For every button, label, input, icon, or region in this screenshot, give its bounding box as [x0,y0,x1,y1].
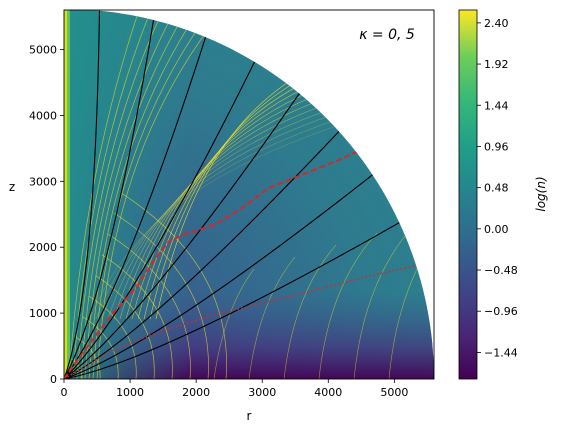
annotation-label: κ = 0, 5 [359,27,415,43]
density-contour [107,233,191,379]
density-contour [101,104,363,320]
x-tick-label: 1000 [116,386,144,399]
field-line [64,222,400,379]
colorbar-tick-label: 1.92 [484,58,509,71]
colorbar-tick-label: 0.96 [484,140,509,153]
x-tick-label: 4000 [314,386,342,399]
field-line [64,131,340,379]
colorbar-tick-label: −0.48 [484,264,518,277]
y-tick-label: 5000 [29,44,57,57]
colorbar-tick-label: 2.40 [484,17,509,30]
density-contour [283,244,337,379]
field-line [64,61,256,379]
colorbar-tick-label: −1.44 [484,346,518,359]
x-tick-label: 5000 [380,386,408,399]
density-contour [95,112,357,320]
x-axis-label: r [247,409,252,423]
y-tick-label: 2000 [29,241,57,254]
field-line [64,36,207,379]
field-line [64,174,373,379]
density-contour [70,358,83,379]
density-contour [89,295,137,379]
density-contour [68,10,140,379]
plot-frame [63,9,435,380]
density-contour [213,268,255,379]
colorbar-tick-label: 0.48 [484,182,509,195]
density-contour [84,10,188,379]
x-tick-label: 0 [61,386,68,399]
field-lines [64,10,400,379]
x-axis: 0 1000 2000 3000 4000 5000 [61,379,408,399]
colorbar-ticks: −1.44 −0.96 −0.48 0.00 0.48 0.96 1.44 1.92 2.40 [477,17,518,359]
density-contour [82,316,119,379]
y-tick-label: 4000 [29,109,57,122]
colorbar: −1.44−0.96−0.480.000.480.961.441.922.40 … [458,9,548,380]
field-line [64,10,101,379]
x-tick-label: 2000 [182,386,210,399]
density-contour [92,10,212,379]
red-curves [64,146,415,379]
plot-area: κ = 0, 5 [63,9,435,380]
density-contour [318,232,378,379]
y-axis-label: z [9,180,15,194]
colorbar-tick-label: 0.00 [484,223,509,236]
y-tick-label: 3000 [29,175,57,188]
y-tick-label: 0 [50,373,57,386]
y-tick-label: 1000 [29,307,57,320]
y-axis: 0 1000 2000 3000 4000 5000 [29,44,64,386]
colorbar-tick-label: −0.96 [484,305,518,318]
field-line [64,19,155,379]
density-contour [388,208,434,379]
field-line [64,93,300,379]
colorbar-gradient [458,9,478,380]
density-contour [248,256,296,379]
colorbar-label: log(n) [534,176,548,211]
polar-jet-band [64,10,67,379]
density-contour [96,10,224,379]
colorbar-tick-label: 1.44 [484,99,509,112]
density-contour [76,10,164,379]
x-tick-label: 3000 [248,386,276,399]
density-contour [95,275,155,379]
red-dashed-curve [64,146,369,379]
density-contour [120,192,227,379]
density-contour [107,96,369,320]
